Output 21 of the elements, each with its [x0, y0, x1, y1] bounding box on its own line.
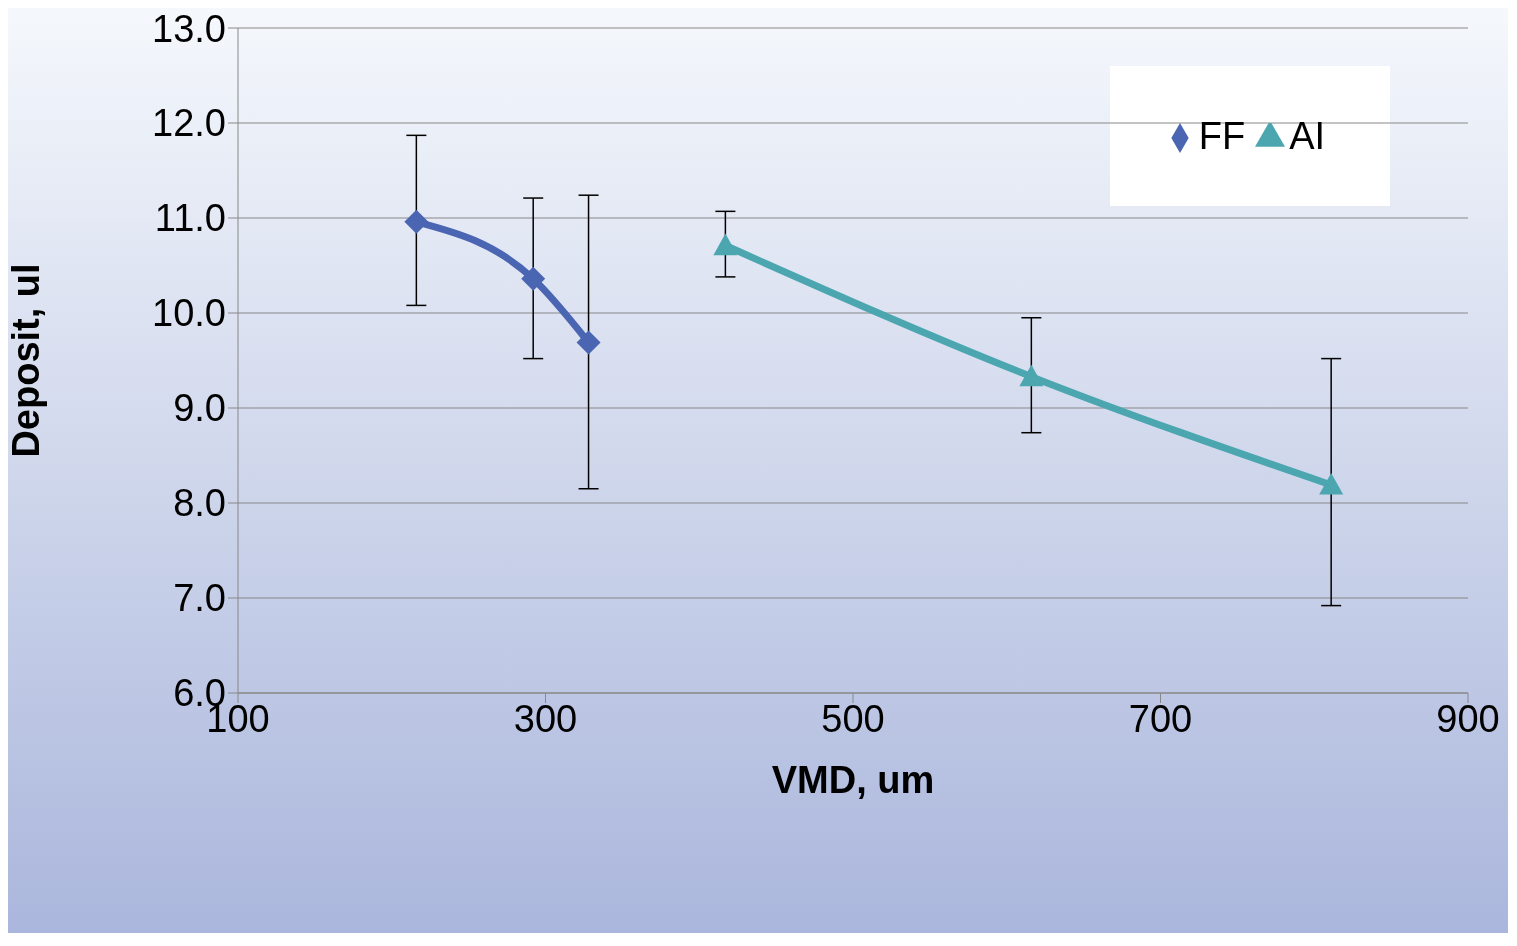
y-tick-label: 12.0: [152, 102, 226, 145]
x-tick-label: 500: [821, 697, 885, 740]
x-tick-label: 300: [513, 697, 578, 740]
y-axis-title: Deposit, ul: [5, 263, 48, 458]
y-tick-label: 9.0: [173, 387, 226, 430]
point: [1319, 472, 1344, 495]
y-tick-label: 7.0: [173, 577, 226, 620]
x-tick-label: 900: [1436, 697, 1500, 740]
point: [404, 209, 429, 234]
y-tick-label: 10.0: [152, 292, 226, 335]
point: [521, 266, 546, 291]
point: [713, 233, 738, 256]
point: [1019, 364, 1044, 387]
legend-label: FF: [1198, 114, 1246, 157]
legend-label: AI: [1289, 114, 1326, 157]
y-tick-label: 11.0: [154, 197, 226, 240]
point: [576, 330, 601, 355]
x-tick-label: 700: [1128, 697, 1193, 740]
y-tick-label: 8.0: [173, 482, 226, 525]
y-tick-label: 13.0: [152, 7, 226, 50]
x-axis-title: VMD, um: [771, 759, 935, 801]
